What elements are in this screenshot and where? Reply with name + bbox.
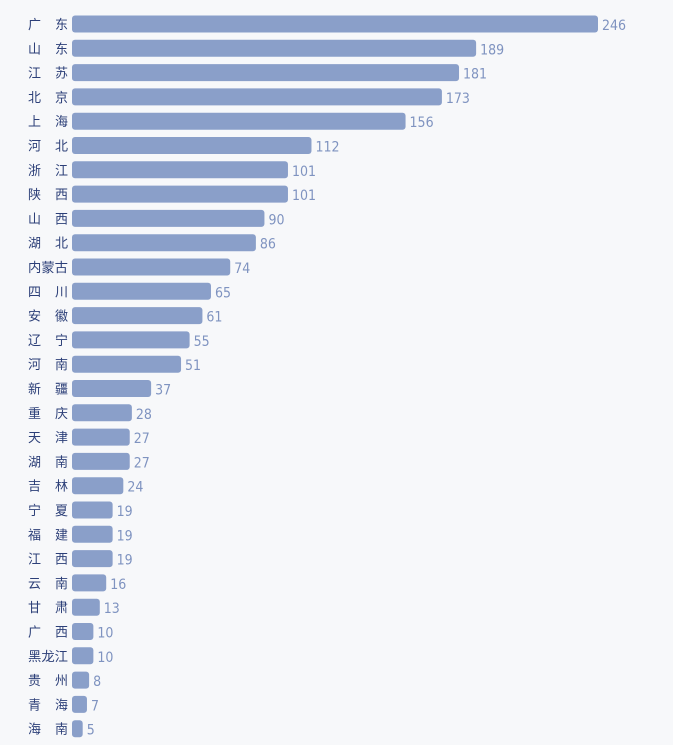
bar: [72, 185, 288, 203]
bar: [72, 525, 113, 543]
category-label: 河北: [28, 140, 68, 155]
bar: [72, 39, 477, 57]
value-label: 86: [260, 237, 276, 253]
category-label: 四川: [28, 285, 68, 300]
bar: [72, 355, 182, 373]
category-label: 江西: [28, 553, 68, 568]
category-label: 天津: [28, 431, 68, 446]
category-label: 青海: [28, 698, 68, 713]
category-label: 广东: [28, 18, 68, 33]
value-label: 5: [87, 723, 95, 739]
value-label: 7: [91, 698, 99, 714]
category-label: 甘肃: [28, 601, 68, 616]
category-label: 新疆: [28, 382, 68, 398]
bar: [72, 88, 442, 106]
value-label: 10: [97, 650, 113, 666]
category-label: 吉林: [28, 480, 68, 495]
category-label: 湖南: [28, 454, 68, 470]
bar: [72, 720, 83, 738]
value-label: 37: [155, 383, 171, 399]
value-label: 101: [292, 188, 316, 204]
value-label: 61: [206, 310, 222, 326]
bar: [72, 428, 130, 446]
category-label: 河南: [28, 357, 68, 373]
value-label: 55: [194, 334, 210, 350]
category-label: 海南: [28, 722, 68, 738]
value-label: 19: [117, 504, 133, 520]
bar: [72, 550, 113, 568]
bar: [72, 64, 460, 82]
value-label: 51: [185, 358, 201, 374]
category-label: 山西: [28, 212, 68, 227]
value-label: 246: [602, 18, 626, 34]
category-label: 上海: [28, 115, 68, 130]
category-label: 辽宁: [28, 333, 68, 349]
value-label: 173: [446, 91, 470, 107]
bar: [72, 331, 190, 349]
category-label: 北京: [28, 91, 68, 106]
value-label: 27: [134, 431, 150, 447]
bar: [72, 209, 265, 227]
value-label: 90: [268, 212, 284, 228]
bar: [72, 380, 152, 397]
category-label: 江苏: [28, 66, 68, 82]
bar: [72, 623, 94, 640]
category-label: 宁夏: [28, 503, 68, 519]
category-label: 福建: [28, 528, 68, 543]
category-label: 湖北: [28, 237, 68, 252]
category-label: 黑龙江: [28, 650, 68, 665]
bar: [72, 695, 87, 713]
category-label: 云南: [28, 576, 68, 592]
category-label: 贵州: [28, 674, 68, 689]
value-label: 156: [410, 115, 434, 131]
category-label: 陕西: [28, 188, 68, 203]
bar: [72, 574, 107, 592]
bar: [72, 501, 113, 519]
bar: [72, 671, 90, 689]
bar: [72, 112, 406, 130]
value-label: 101: [292, 164, 316, 180]
category-label: 重庆: [28, 406, 68, 422]
value-label: 27: [134, 455, 150, 471]
bar: [72, 307, 203, 325]
value-label: 181: [463, 67, 487, 83]
category-label: 浙江: [28, 164, 68, 179]
value-label: 112: [315, 140, 339, 156]
bar: [72, 15, 598, 33]
bar: [72, 282, 211, 300]
bar: [72, 647, 94, 665]
value-label: 189: [480, 42, 504, 58]
value-label: 19: [117, 553, 133, 569]
bar: [72, 258, 231, 276]
bar: [72, 404, 132, 422]
bar: [72, 452, 130, 470]
value-label: 10: [97, 626, 113, 642]
value-label: 65: [215, 285, 231, 301]
category-label: 山东: [28, 42, 68, 57]
bar: [72, 477, 124, 495]
bar: [72, 598, 100, 616]
category-label: 内蒙古: [28, 260, 68, 276]
value-label: 13: [104, 601, 120, 617]
bar: [72, 137, 312, 154]
category-label: 安徽: [28, 310, 68, 325]
value-label: 74: [234, 261, 250, 277]
category-label: 广西: [28, 626, 68, 641]
value-label: 28: [136, 407, 152, 423]
value-label: 8: [93, 674, 101, 690]
value-label: 16: [110, 577, 126, 593]
bar: [72, 161, 288, 179]
bar: [72, 234, 256, 252]
value-label: 19: [117, 528, 133, 544]
value-label: 24: [127, 480, 143, 496]
